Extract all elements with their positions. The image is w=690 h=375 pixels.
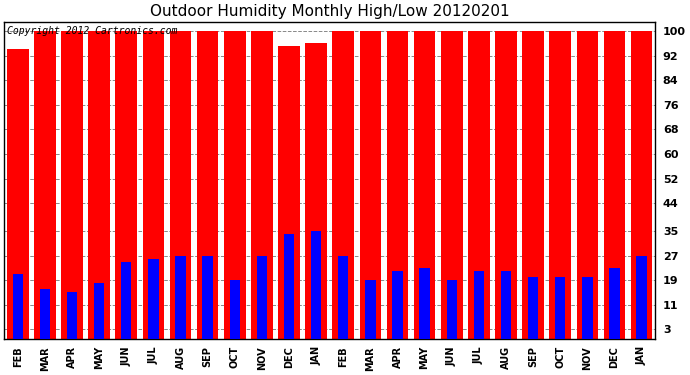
Bar [305, 43, 327, 339]
Bar [67, 292, 77, 339]
Bar [40, 290, 50, 339]
Bar [636, 255, 647, 339]
Bar [7, 50, 28, 339]
Bar [170, 31, 191, 339]
Bar [393, 271, 403, 339]
Bar [386, 31, 408, 339]
Bar [528, 277, 538, 339]
Title: Outdoor Humidity Monthly High/Low 20120201: Outdoor Humidity Monthly High/Low 201202… [150, 4, 509, 19]
Bar [175, 255, 186, 339]
Bar [582, 277, 593, 339]
Bar [94, 283, 104, 339]
Bar [121, 262, 131, 339]
Bar [115, 31, 137, 339]
Bar [420, 268, 430, 339]
Bar [333, 31, 354, 339]
Bar [577, 31, 598, 339]
Bar [631, 31, 653, 339]
Text: Copyright 2012 Cartronics.com: Copyright 2012 Cartronics.com [8, 27, 178, 36]
Bar [604, 31, 625, 339]
Bar [338, 255, 348, 339]
Bar [251, 31, 273, 339]
Bar [143, 31, 164, 339]
Bar [230, 280, 240, 339]
Bar [359, 31, 381, 339]
Bar [224, 31, 246, 339]
Bar [257, 255, 267, 339]
Bar [202, 255, 213, 339]
Bar [61, 31, 83, 339]
Bar [474, 271, 484, 339]
Bar [414, 31, 435, 339]
Bar [495, 31, 517, 339]
Bar [555, 277, 565, 339]
Bar [609, 268, 620, 339]
Bar [311, 231, 322, 339]
Bar [522, 31, 544, 339]
Bar [501, 271, 511, 339]
Bar [197, 31, 219, 339]
Bar [12, 274, 23, 339]
Bar [278, 46, 300, 339]
Bar [34, 31, 56, 339]
Bar [549, 31, 571, 339]
Bar [446, 280, 457, 339]
Bar [365, 280, 375, 339]
Bar [88, 31, 110, 339]
Bar [148, 259, 159, 339]
Bar [441, 31, 462, 339]
Bar [468, 31, 490, 339]
Bar [284, 234, 294, 339]
